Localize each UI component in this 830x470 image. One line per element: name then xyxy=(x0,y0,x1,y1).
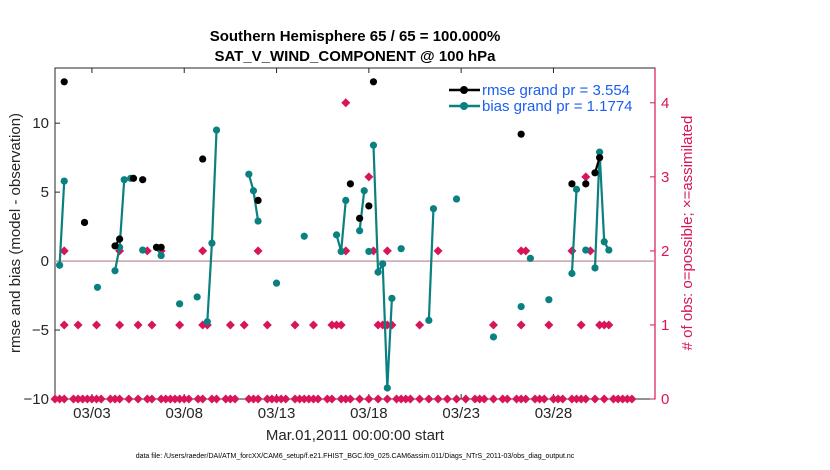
rmse-point xyxy=(365,202,372,209)
x-tick-label: 03/18 xyxy=(350,405,388,422)
footer-datafile: data file: /Users/raeder/DAI/ATM_forcXX/… xyxy=(136,453,575,460)
bias-point xyxy=(601,238,608,245)
y2-tick-label: 1 xyxy=(661,317,669,334)
legend-rmse-label: rmse grand pr = 3.554 xyxy=(482,82,630,99)
rmse-point xyxy=(347,180,354,187)
y-tick-label: 10 xyxy=(32,115,49,132)
bias-point xyxy=(545,296,552,303)
chart: Southern Hemisphere 65 / 65 = 100.000% S… xyxy=(0,0,830,470)
y-tick-label: 0 xyxy=(41,253,49,270)
rmse-point xyxy=(568,180,575,187)
y-tick-label: −10 xyxy=(24,391,49,408)
y2-tick-label: 4 xyxy=(661,95,669,112)
legend-rmse-marker xyxy=(460,86,468,94)
legend-bias-label: bias grand pr = 1.1774 xyxy=(482,98,633,115)
bias-point xyxy=(356,227,363,234)
x-tick-label: 03/08 xyxy=(165,405,203,422)
bias-point xyxy=(56,262,63,269)
x-axis-label: Mar.01,2011 00:00:00 start xyxy=(266,427,445,444)
bias-point xyxy=(139,246,146,253)
rmse-point xyxy=(254,197,261,204)
rmse-point xyxy=(591,169,598,176)
bias-point xyxy=(204,318,211,325)
rmse-point xyxy=(111,242,118,249)
rmse-point xyxy=(582,180,589,187)
rmse-point xyxy=(370,78,377,85)
bias-point xyxy=(398,245,405,252)
rmse-point xyxy=(199,155,206,162)
bias-point xyxy=(453,195,460,202)
y-tick-label: −5 xyxy=(32,322,49,339)
x-tick-label: 03/03 xyxy=(73,405,111,422)
bias-point xyxy=(370,142,377,149)
bias-point xyxy=(384,384,391,391)
bias-point xyxy=(333,231,340,238)
chart-title-line1: Southern Hemisphere 65 / 65 = 100.000% xyxy=(210,28,501,45)
bias-point xyxy=(158,252,165,259)
bias-point xyxy=(94,284,101,291)
y2-tick-label: 2 xyxy=(661,243,669,260)
y-tick-label: 5 xyxy=(41,184,49,201)
bias-point xyxy=(342,197,349,204)
bias-point xyxy=(430,205,437,212)
bias-point xyxy=(591,264,598,271)
rmse-point xyxy=(81,219,88,226)
bias-point xyxy=(388,295,395,302)
y2-tick-label: 3 xyxy=(661,169,669,186)
bias-point xyxy=(176,300,183,307)
bias-point xyxy=(61,177,68,184)
bias-point xyxy=(365,248,372,255)
rmse-point xyxy=(596,154,603,161)
bias-point xyxy=(361,187,368,194)
y2-tick-label: 0 xyxy=(661,391,669,408)
bias-point xyxy=(273,280,280,287)
bias-point xyxy=(605,246,612,253)
rmse-point xyxy=(116,235,123,242)
chart-title-line2: SAT_V_WIND_COMPONENT @ 100 hPa xyxy=(214,48,496,65)
x-tick-label: 03/13 xyxy=(258,405,296,422)
x-tick-label: 03/28 xyxy=(535,405,573,422)
bias-point xyxy=(582,246,589,253)
bias-point xyxy=(518,303,525,310)
bias-point xyxy=(490,333,497,340)
bias-point xyxy=(250,187,257,194)
legend-bias-marker xyxy=(460,102,468,110)
bias-point xyxy=(573,186,580,193)
y-axis-label-right: # of obs: o=possible; ×=assimilated xyxy=(679,116,696,351)
bias-point xyxy=(425,317,432,324)
rmse-point xyxy=(158,244,165,251)
rmse-point xyxy=(518,131,525,138)
bias-point xyxy=(568,270,575,277)
bias-point xyxy=(213,126,220,133)
plot-area xyxy=(55,68,655,399)
bias-point xyxy=(111,267,118,274)
bias-point xyxy=(527,255,534,262)
y-axis-label-left: rmse and bias (model - observation) xyxy=(7,113,24,353)
bias-point xyxy=(245,171,252,178)
rmse-point xyxy=(356,215,363,222)
rmse-point xyxy=(130,175,137,182)
bias-point xyxy=(254,217,261,224)
bias-point xyxy=(121,176,128,183)
bias-point xyxy=(194,293,201,300)
rmse-point xyxy=(61,78,68,85)
rmse-point xyxy=(139,176,146,183)
bias-point xyxy=(338,248,345,255)
bias-point xyxy=(374,269,381,276)
x-tick-label: 03/23 xyxy=(442,405,480,422)
bias-point xyxy=(301,233,308,240)
bias-point xyxy=(379,260,386,267)
bias-point xyxy=(208,240,215,247)
